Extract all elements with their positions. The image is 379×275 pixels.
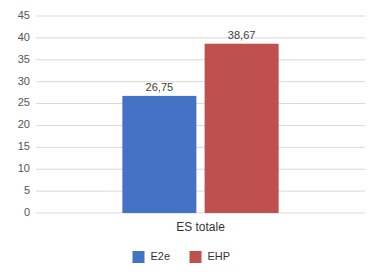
grid — [36, 16, 365, 213]
legend-label: EHP — [208, 250, 231, 262]
grid-line — [36, 16, 365, 17]
y-tick-label: 30 — [18, 75, 30, 87]
legend-label: E2e — [151, 250, 171, 262]
grid-line — [36, 37, 365, 38]
grid-line — [36, 169, 365, 170]
y-tick-label: 10 — [18, 162, 30, 174]
grid-line — [36, 81, 365, 82]
y-tick-label: 20 — [18, 118, 30, 130]
y-tick-label: 40 — [18, 31, 30, 43]
legend: E2e EHP — [133, 250, 231, 263]
chart-svg: 0 5 10 15 20 25 30 35 40 45 26,75 38,67 ES totale E2e… — [0, 0, 379, 275]
grid-line — [36, 125, 365, 126]
data-label: 26,75 — [146, 81, 174, 93]
y-tick-label: 15 — [18, 140, 30, 152]
bar — [122, 96, 196, 213]
legend-swatch — [190, 251, 202, 263]
grid-line — [36, 147, 365, 148]
bar — [205, 44, 279, 213]
chart-container: 0 5 10 15 20 25 30 35 40 45 26,75 38,67 ES totale E2e… — [0, 0, 379, 275]
y-tick-label: 25 — [18, 96, 30, 108]
y-tick-label: 45 — [18, 9, 30, 21]
legend-swatch — [133, 251, 145, 263]
bars — [122, 44, 278, 213]
grid-line — [36, 103, 365, 104]
x-tick-label: ES totale — [176, 220, 225, 234]
y-tick-label: 0 — [24, 206, 30, 218]
y-tick-label: 35 — [18, 53, 30, 65]
grid-line — [36, 213, 365, 214]
data-labels: 26,75 38,67 — [146, 29, 256, 93]
grid-line — [36, 191, 365, 192]
y-tick-label: 5 — [24, 184, 30, 196]
grid-line — [36, 59, 365, 60]
data-label: 38,67 — [228, 29, 256, 41]
